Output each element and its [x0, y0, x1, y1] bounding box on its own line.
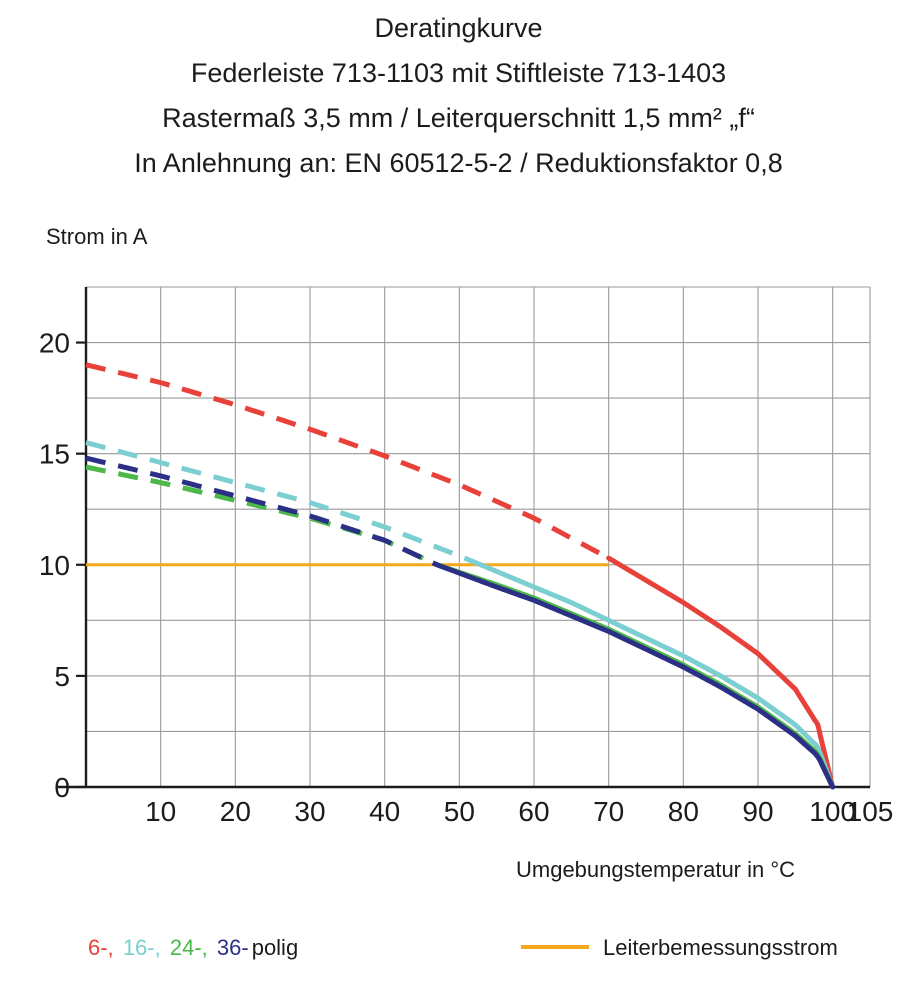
chart-title-block: Deratingkurve Federleiste 713-1103 mit S…: [0, 6, 917, 186]
legend-poles: 6-, 16-, 24-, 36- polig: [88, 935, 301, 961]
y-tick-label: 5: [54, 661, 70, 692]
x-tick-label: 60: [518, 796, 549, 827]
x-tick-label: 20: [220, 796, 251, 827]
legend-poles-suffix: polig: [251, 935, 299, 960]
y-axis-label: Strom in A: [46, 224, 148, 249]
x-tick-label: 30: [294, 796, 325, 827]
x-tick-label: 105: [847, 796, 894, 827]
x-tick-label: 90: [742, 796, 773, 827]
legend-item-36-polig: 36-: [216, 935, 249, 960]
y-tick-label: 15: [39, 439, 70, 470]
legend-rated-current-label: Leiterbemessungsstrom: [603, 935, 838, 960]
legend-item-16-polig: 16-,: [122, 935, 161, 960]
x-axis-label: Umgebungstemperatur in °C: [516, 857, 796, 882]
x-tick-label: 40: [369, 796, 400, 827]
y-tick-label: 10: [39, 550, 70, 581]
y-tick-label: 0: [54, 772, 70, 803]
legend-item-6-polig: 6-,: [88, 935, 114, 960]
y-tick-label: 20: [39, 328, 70, 359]
title-line-1: Deratingkurve: [374, 13, 543, 43]
title-line-3: Rastermaß 3,5 mm / Leiterquerschnitt 1,5…: [162, 103, 755, 133]
x-tick-label: 50: [444, 796, 475, 827]
x-tick-label: 70: [593, 796, 624, 827]
chart-legend: 6-, 16-, 24-, 36- polig Leiterbemessungss…: [0, 935, 917, 975]
series-line-dashed: [85, 440, 476, 565]
series-line-solid: [471, 559, 836, 790]
series-line-dashed: [85, 455, 439, 568]
legend-item-24-polig: 24-,: [169, 935, 208, 960]
legend-line-swatch: [521, 945, 589, 950]
legend-rated-current: Leiterbemessungsstrom: [521, 935, 838, 961]
x-tick-label: 100: [809, 796, 856, 827]
series-line-dashed: [85, 362, 610, 561]
title-line-2: Federleiste 713-1103 mit Stiftleiste 713…: [190, 58, 727, 88]
x-tick-label: 10: [145, 796, 176, 827]
title-line-4: In Anlehnung an: EN 60512-5-2 / Reduktio…: [134, 148, 783, 178]
x-tick-label: 80: [668, 796, 699, 827]
series-line-solid: [606, 555, 836, 790]
series-line-solid: [434, 562, 836, 790]
